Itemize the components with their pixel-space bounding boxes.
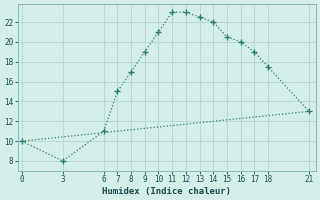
X-axis label: Humidex (Indice chaleur): Humidex (Indice chaleur) <box>102 187 231 196</box>
